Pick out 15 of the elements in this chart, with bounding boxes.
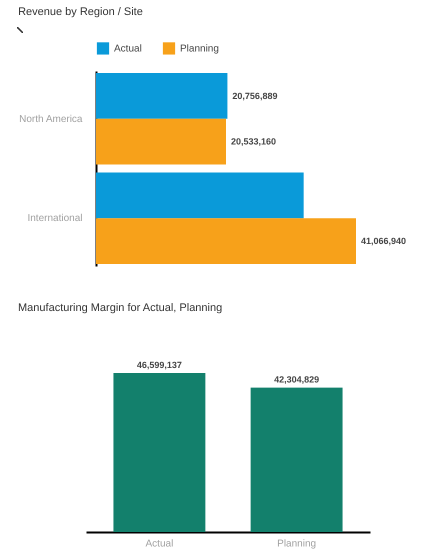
bar [96, 118, 226, 165]
legend-label: Planning [180, 43, 219, 54]
data-label: 41,066,940 [361, 236, 406, 246]
data-label: 42,304,829 [274, 374, 320, 385]
chart-title: Manufacturing Margin for Actual, Planning [18, 302, 222, 314]
y-tick-label: International [27, 213, 82, 224]
y-tick-label: North America [19, 114, 83, 125]
data-label: 20,756,889 [232, 90, 278, 101]
data-label: 20,533,160 [231, 136, 276, 147]
data-label: 46,599,137 [136, 360, 182, 370]
chart-title: Revenue by Region / Site [18, 6, 143, 18]
legend-label: Actual [114, 43, 142, 54]
bar [96, 72, 228, 119]
bar [96, 218, 356, 264]
bar [96, 172, 304, 218]
